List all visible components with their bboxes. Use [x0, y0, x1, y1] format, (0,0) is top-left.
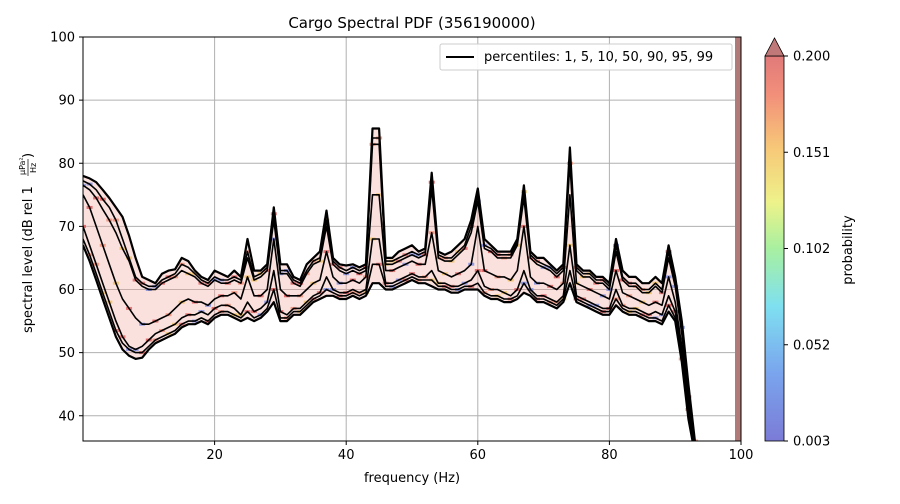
y-axis-unit-denominator: Hz — [29, 163, 38, 173]
density-cell — [83, 224, 86, 228]
legend-label: percentiles: 1, 5, 10, 50, 90, 95, 99 — [484, 50, 713, 65]
percentile-line — [83, 143, 695, 441]
legend-box — [439, 43, 733, 71]
y-tick-label: 60 — [58, 283, 75, 298]
colorbar: 0.003 0.052 0.102 0.151 0.200 probability — [764, 37, 856, 450]
y-axis-unit-numerator: μPa² — [18, 157, 27, 175]
colorbar-tick-label: 0.151 — [793, 146, 830, 161]
colorbar-tick-label: 0.200 — [793, 50, 830, 65]
y-tick-label: 100 — [50, 31, 75, 46]
y-axis-label-text: spectral level (dB rel 1 — [21, 186, 36, 333]
plot-area — [83, 37, 741, 441]
y-axis-label: spectral level (dB rel 1 μPa² Hz ) — [18, 153, 38, 333]
legend: percentiles: 1, 5, 10, 50, 90, 95, 99 — [439, 43, 733, 71]
density-cell — [692, 449, 698, 452]
y-axis: 40 50 60 70 80 90 100 — [50, 31, 83, 424]
percentile-line — [83, 244, 694, 441]
y-axis-label-close: ) — [21, 153, 36, 158]
density-cell — [692, 446, 698, 449]
x-axis: 20 40 60 80 100 — [206, 441, 753, 463]
percentile-line — [83, 226, 695, 441]
x-tick-label: 60 — [470, 448, 487, 463]
percentile-line — [83, 127, 696, 441]
right-edge-band — [735, 37, 741, 441]
colorbar-tick-label: 0.102 — [793, 242, 830, 257]
colorbar-label: probability — [841, 215, 856, 285]
x-tick-label: 80 — [601, 448, 618, 463]
percentile-line — [83, 238, 694, 441]
plot-frame — [82, 36, 742, 442]
density-cell — [83, 183, 86, 187]
colorbar-ticks: 0.003 0.052 0.102 0.151 0.200 — [784, 50, 830, 450]
colorbar-tick-label: 0.003 — [793, 435, 830, 450]
colorbar-extend-arrow — [764, 37, 785, 57]
colorbar-tick-label: 0.052 — [793, 338, 830, 353]
x-tick-label: 40 — [338, 448, 355, 463]
y-tick-label: 70 — [58, 220, 75, 235]
percentile-line — [83, 194, 696, 441]
x-axis-label: frequency (Hz) — [364, 471, 460, 486]
percentile-lines — [83, 127, 696, 441]
percentile-line — [83, 137, 695, 441]
colorbar-gradient — [764, 55, 785, 442]
x-tick-label: 100 — [729, 448, 754, 463]
y-tick-label: 90 — [58, 94, 75, 109]
y-tick-label: 80 — [58, 157, 75, 172]
density-fill — [83, 128, 695, 441]
x-tick-label: 20 — [206, 448, 223, 463]
y-tick-label: 50 — [58, 346, 75, 361]
chart-title: Cargo Spectral PDF (356190000) — [288, 14, 535, 32]
y-tick-label: 40 — [58, 409, 75, 424]
